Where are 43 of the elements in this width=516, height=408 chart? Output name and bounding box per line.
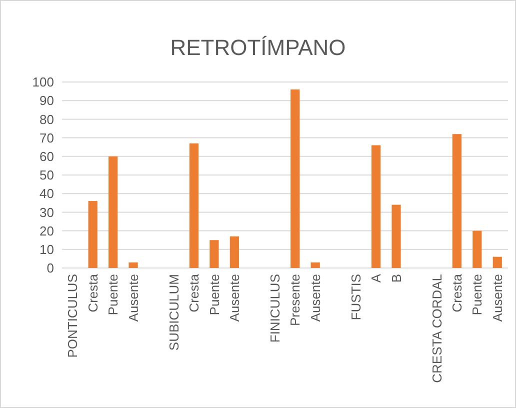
y-tick-label: 0 [46, 260, 54, 276]
x-tick-label: A [368, 274, 384, 283]
bar [310, 262, 320, 268]
x-tick-label: Puente [206, 274, 222, 316]
bar [210, 240, 219, 268]
x-tick-label: Ausente [126, 274, 141, 322]
y-tick-label: 20 [40, 223, 54, 238]
bar [452, 134, 462, 268]
x-tick-label: FINICULUS [267, 274, 282, 343]
bar [290, 89, 300, 268]
bar [392, 204, 401, 268]
y-tick-label: 60 [40, 148, 54, 164]
x-tick-label: Cresta [85, 273, 100, 312]
x-tick-label: Puente [106, 274, 121, 316]
bar [492, 256, 502, 268]
bar [108, 156, 118, 268]
x-tick-label: PONTICULUS [65, 274, 80, 358]
y-tick-label: 70 [40, 130, 54, 146]
x-tick-label: FUSTIS [348, 274, 364, 320]
x-tick-label: B [388, 274, 404, 283]
y-tick-label: 30 [40, 204, 54, 220]
y-tick-label: 50 [40, 168, 54, 183]
x-tick-label: Ausente [490, 274, 505, 322]
y-tick-label: 40 [40, 186, 54, 202]
y-tick-label: 90 [40, 93, 54, 108]
bar [230, 236, 239, 268]
x-tick-label: Ausente [226, 274, 242, 322]
x-tick-label: Cresta [449, 273, 464, 312]
x-tick-label: SUBICULUM [166, 274, 182, 351]
bar [371, 145, 381, 268]
chart-title: RETROTÍMPANO [170, 35, 346, 60]
bar [472, 230, 482, 268]
y-tick-label: 100 [32, 74, 54, 90]
x-tick-label: CRESTA CORDAL [429, 274, 444, 383]
x-tick-label: Puente [470, 274, 485, 316]
x-tick-label: Ausente [308, 274, 323, 322]
x-tick-label: Presente [288, 274, 303, 326]
bar [88, 201, 98, 268]
y-tick-label: 80 [40, 112, 54, 127]
y-tick-label: 10 [40, 242, 54, 257]
bar [189, 143, 199, 268]
bar [128, 262, 138, 268]
x-tick-label: Cresta [186, 273, 202, 312]
